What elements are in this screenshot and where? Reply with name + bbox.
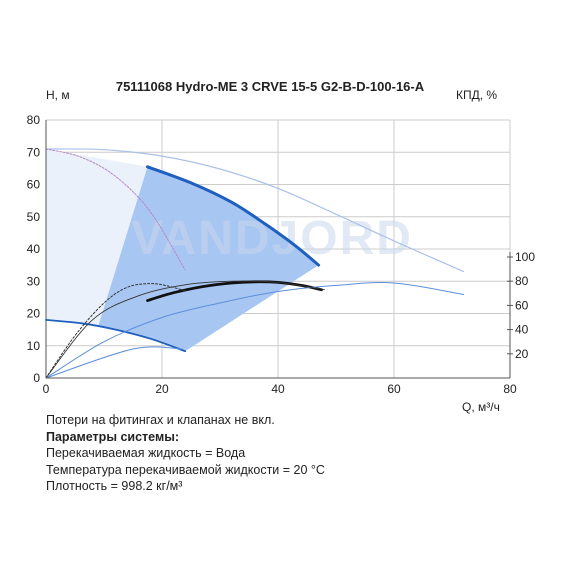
y-tick-label: 40: [27, 242, 41, 256]
note-density: Плотность = 998.2 кг/м³: [46, 479, 183, 493]
operating-region: [98, 166, 319, 352]
x-axis-label: Q, м³/ч: [462, 400, 500, 414]
system-notes: Потери на фитингах и клапанах не вкл. Па…: [46, 412, 325, 495]
envelope-region: [46, 149, 148, 327]
y2-tick-label: 60: [515, 298, 529, 312]
chart-title: 75111068 Hydro-ME 3 CRVE 15-5 G2-B-D-100…: [116, 79, 425, 94]
curve-head-max: [146, 165, 321, 267]
y-tick-label: 60: [27, 178, 41, 192]
note-fluid: Перекачиваемая жидкость = Вода: [46, 446, 246, 460]
y-tick-label: 10: [27, 339, 41, 353]
curve-head-upper-envelope: [45, 148, 465, 273]
x-tick-label: 0: [43, 382, 50, 396]
note-temperature: Температура перекачиваемой жидкости = 20…: [46, 462, 325, 477]
x-tick-label: 60: [387, 382, 401, 396]
y2-tick-label: 80: [515, 274, 529, 288]
y-tick-label: 0: [33, 371, 40, 385]
watermark-logo: VANDJORD: [131, 212, 413, 265]
y2-tick-label: 20: [515, 347, 529, 361]
y-tick-label: 30: [27, 274, 41, 288]
y2-tick-label: 40: [515, 323, 529, 337]
y2-axis-label: КПД, %: [456, 88, 497, 102]
x-tick-label: 40: [271, 382, 285, 396]
watermark: VANDJORD: [131, 212, 413, 265]
y2-tick-label: 100: [515, 250, 535, 264]
curve-npsh: [45, 346, 183, 379]
operating-regions: [46, 149, 319, 352]
x-tick-label: 80: [503, 382, 517, 396]
axes: 0 10 20 30 40 50 60 70 80 0 20 40 60 80 20 40 60 80 100: [27, 113, 536, 396]
y-tick-label: 80: [27, 113, 41, 127]
y-tick-label: 70: [27, 145, 41, 159]
y-tick-label: 50: [27, 210, 41, 224]
curve-head-min: [45, 319, 187, 353]
curve-efficiency-max: [45, 282, 465, 379]
y-tick-label: 20: [27, 307, 41, 321]
y-axis-label: H, м: [46, 88, 70, 102]
curve-efficiency-dashed: [45, 283, 186, 379]
note-fittings: Потери на фитингах и клапанах не вкл.: [46, 413, 275, 427]
curve-efficiency-mid: [45, 280, 325, 379]
curves: [45, 148, 465, 379]
note-parameters-heading: Параметры системы:: [46, 429, 180, 444]
x-tick-label: 20: [155, 382, 169, 396]
curve-head-purple: [45, 148, 186, 271]
